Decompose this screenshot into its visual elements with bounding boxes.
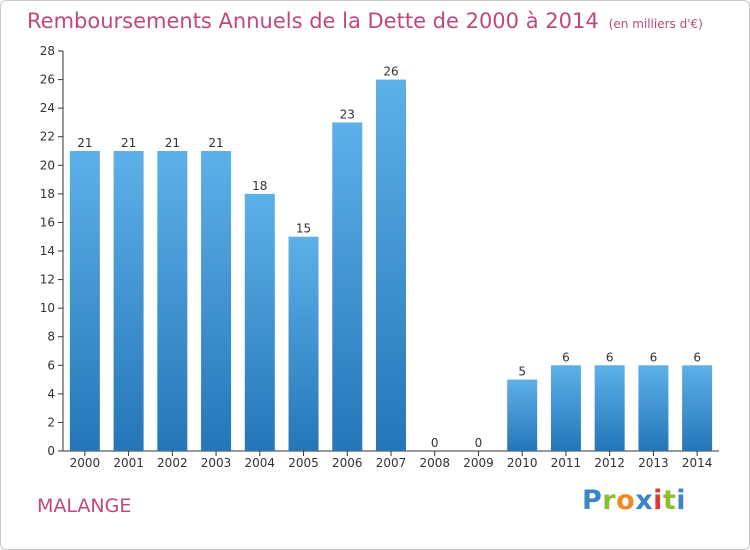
y-tick-label: 16 xyxy=(40,215,55,229)
bar-value-label: 21 xyxy=(77,136,92,150)
x-tick-label: 2010 xyxy=(507,456,538,470)
bar-value-label: 0 xyxy=(475,436,483,450)
x-tick-label: 2000 xyxy=(70,456,101,470)
bar xyxy=(550,365,581,451)
bar-value-label: 6 xyxy=(562,350,570,364)
bar xyxy=(244,193,275,451)
x-tick-label: 2002 xyxy=(157,456,188,470)
y-tick-label: 8 xyxy=(47,330,55,344)
bar-value-label: 21 xyxy=(208,136,223,150)
bar xyxy=(507,379,538,451)
x-tick-label: 2012 xyxy=(594,456,625,470)
bar xyxy=(113,151,144,451)
bar-value-label: 23 xyxy=(340,107,355,121)
unit-note: (en milliers d'€) xyxy=(608,17,703,31)
bar xyxy=(682,365,713,451)
bar xyxy=(594,365,625,451)
y-tick-label: 26 xyxy=(40,73,55,87)
bar xyxy=(332,122,363,451)
x-tick-label: 2004 xyxy=(245,456,276,470)
x-tick-label: 2007 xyxy=(376,456,407,470)
y-tick-label: 10 xyxy=(40,301,55,315)
bar-value-label: 6 xyxy=(606,350,614,364)
bar-value-label: 21 xyxy=(165,136,180,150)
bar xyxy=(157,151,188,451)
y-tick-label: 20 xyxy=(40,158,55,172)
bar-value-label: 21 xyxy=(121,136,136,150)
proxiti-logo: Proxiti xyxy=(582,485,687,516)
x-tick-label: 2001 xyxy=(113,456,144,470)
bar xyxy=(288,236,319,451)
commune-name: MALANGE xyxy=(37,495,132,517)
y-tick-label: 0 xyxy=(47,444,55,458)
y-tick-label: 2 xyxy=(47,415,55,429)
x-tick-label: 2014 xyxy=(682,456,713,470)
x-tick-label: 2005 xyxy=(288,456,319,470)
y-tick-label: 22 xyxy=(40,130,55,144)
x-tick-label: 2008 xyxy=(419,456,450,470)
y-tick-label: 14 xyxy=(40,244,55,258)
x-tick-label: 2013 xyxy=(638,456,669,470)
bar-value-label: 6 xyxy=(693,350,701,364)
y-tick-label: 28 xyxy=(40,44,55,58)
bar-value-label: 0 xyxy=(431,436,439,450)
bar-value-label: 18 xyxy=(252,179,267,193)
chart-title: Remboursements Annuels de la Dette de 20… xyxy=(27,9,703,33)
y-tick-label: 12 xyxy=(40,273,55,287)
bar-value-label: 26 xyxy=(383,65,398,79)
x-tick-label: 2011 xyxy=(551,456,582,470)
bar xyxy=(69,151,100,451)
bar-value-label: 6 xyxy=(650,350,658,364)
x-tick-label: 2006 xyxy=(332,456,363,470)
y-tick-label: 24 xyxy=(40,101,55,115)
y-tick-label: 4 xyxy=(47,387,55,401)
bar xyxy=(376,79,406,452)
y-tick-label: 6 xyxy=(47,358,55,372)
bar xyxy=(201,151,232,451)
x-tick-label: 2009 xyxy=(463,456,494,470)
y-tick-label: 18 xyxy=(40,187,55,201)
bar-value-label: 15 xyxy=(296,222,311,236)
bar-value-label: 5 xyxy=(518,365,526,379)
bar xyxy=(638,365,669,451)
x-tick-label: 2003 xyxy=(201,456,232,470)
title-text: Remboursements Annuels de la Dette de 20… xyxy=(27,9,599,33)
